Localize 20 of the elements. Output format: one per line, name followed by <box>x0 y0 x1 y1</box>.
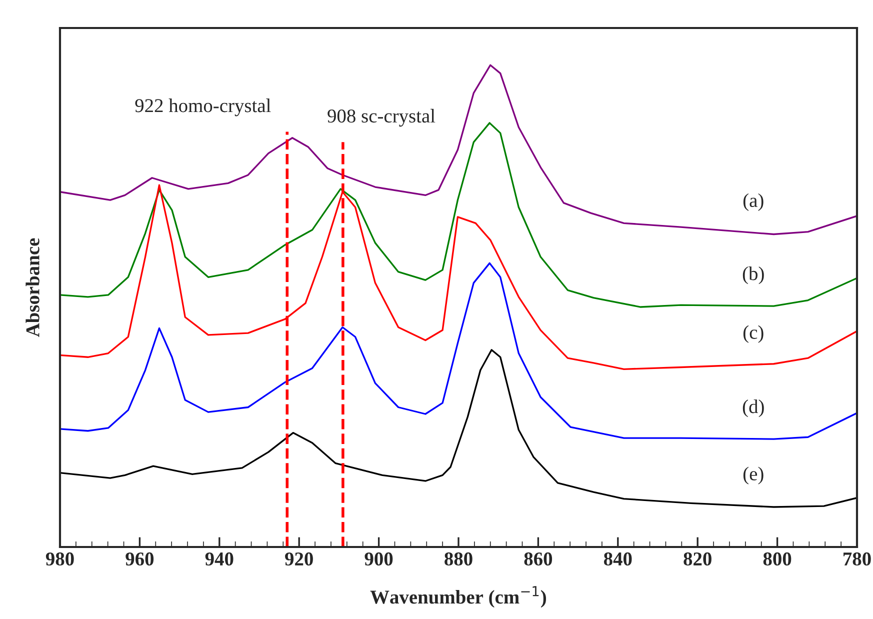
x-tick-label: 920 <box>285 552 313 566</box>
x-tick-label: 840 <box>604 552 632 566</box>
x-tick-label: 860 <box>524 552 552 566</box>
series-label: (e) <box>743 466 764 484</box>
y-axis-title: Absorbance <box>26 238 40 338</box>
series-label: (c) <box>743 325 764 343</box>
x-tick-label: 980 <box>46 552 74 566</box>
x-axis-title: Wavenumber (cm$^{−1}$) <box>370 586 546 608</box>
x-tick-label: 820 <box>684 552 712 566</box>
series-label: (a) <box>743 193 764 211</box>
series-label: (d) <box>742 400 764 418</box>
x-tick-label: 880 <box>444 552 472 566</box>
x-tick-label: 900 <box>364 552 393 566</box>
ref-line-label: 922 homo-crystal <box>135 98 271 116</box>
x-tick-label: 800 <box>763 552 792 566</box>
ref-line-label: 908 sc-crystal <box>328 108 436 127</box>
series-label: (b) <box>742 266 764 284</box>
x-tick-label: 940 <box>205 552 234 566</box>
x-tick-label: 960 <box>126 552 154 566</box>
x-tick-label: 780 <box>844 552 871 566</box>
